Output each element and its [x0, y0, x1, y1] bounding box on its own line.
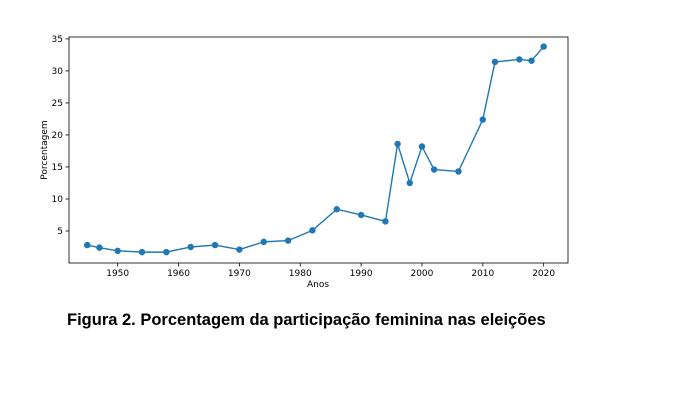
x-tick-label: 1980	[289, 269, 312, 279]
data-point	[540, 43, 547, 50]
data-point	[455, 168, 462, 175]
y-tick-label: 25	[52, 99, 63, 109]
x-tick-label: 1950	[106, 269, 129, 279]
plot-frame	[68, 36, 569, 264]
x-tick-label: 2000	[410, 269, 433, 279]
x-tick-label: 1960	[167, 269, 190, 279]
x-tick-label: 1990	[350, 269, 373, 279]
series-line	[87, 46, 545, 253]
y-tick-label: 20	[52, 131, 64, 141]
data-point	[187, 243, 194, 251]
data-point	[211, 241, 219, 249]
data-point	[382, 218, 389, 225]
data-point	[114, 247, 121, 255]
data-point	[528, 57, 535, 64]
data-point	[406, 179, 413, 187]
y-tick-label: 5	[57, 227, 63, 237]
x-tick-label: 1970	[228, 269, 251, 279]
data-point	[236, 246, 243, 253]
data-point	[333, 206, 340, 213]
data-point	[260, 238, 267, 246]
data-point	[516, 56, 523, 63]
y-axis-label: Porcentagem	[40, 120, 50, 179]
data-point	[163, 248, 170, 256]
data-point	[479, 116, 487, 123]
data-point	[96, 244, 103, 251]
data-point	[430, 166, 438, 173]
data-point	[394, 140, 401, 148]
data-point	[418, 143, 426, 150]
figure-caption: Figura 2. Porcentagem da participação fe…	[67, 311, 546, 329]
y-tick-label: 30	[52, 67, 64, 77]
y-tick-label: 15	[52, 163, 63, 173]
data-point	[138, 248, 146, 256]
y-tick-label: 10	[52, 195, 64, 205]
series-layer	[84, 43, 547, 256]
x-tick-label: 2020	[532, 269, 555, 279]
data-point	[491, 58, 499, 66]
data-point	[357, 211, 365, 219]
line-chart: 1950 1960 1970 1980 1990 2000 2010 2020 5 10 15 20 2…	[40, 35, 569, 290]
y-tick-label: 35	[52, 35, 63, 45]
x-tick-label: 2010	[471, 269, 494, 279]
x-axis-label: Anos	[307, 280, 329, 290]
data-point	[309, 227, 316, 234]
data-point	[84, 241, 91, 249]
ticks-layer: 1950 1960 1970 1980 1990 2000 2010 2020 5 10 15 20 2…	[52, 35, 556, 279]
data-point	[284, 237, 292, 244]
